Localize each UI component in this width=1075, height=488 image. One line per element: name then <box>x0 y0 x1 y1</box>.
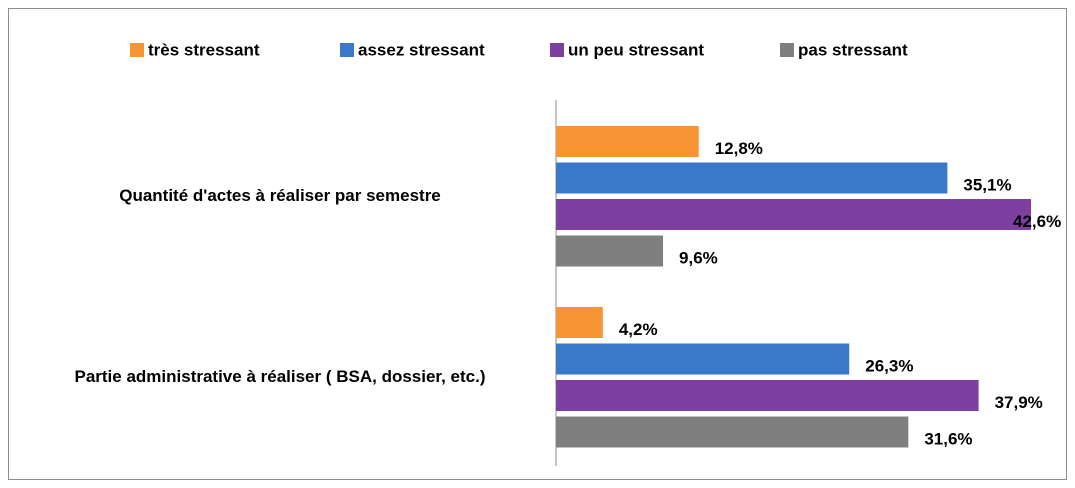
value-label: 42,6% <box>1013 212 1061 231</box>
category-label: Quantité d'actes à réaliser par semestre <box>119 186 441 205</box>
category-label: Partie administrative à réaliser ( BSA, … <box>74 367 486 386</box>
value-label: 31,6% <box>924 429 972 448</box>
bar <box>556 380 979 411</box>
value-label: 4,2% <box>619 320 658 339</box>
legend-swatch <box>130 43 144 57</box>
legend-label: pas stressant <box>798 40 908 59</box>
frame <box>8 8 1067 480</box>
value-label: 9,6% <box>679 248 718 267</box>
legend-label: un peu stressant <box>568 40 704 59</box>
value-label: 12,8% <box>715 139 763 158</box>
value-label: 26,3% <box>865 356 913 375</box>
bar <box>556 199 1031 230</box>
bar <box>556 343 850 375</box>
bar <box>556 162 948 194</box>
bar <box>556 235 664 267</box>
value-label: 37,9% <box>995 393 1043 412</box>
bar <box>556 126 699 157</box>
bar <box>556 307 603 338</box>
legend-label: très stressant <box>148 40 260 59</box>
legend-swatch <box>340 43 354 57</box>
legend-swatch <box>780 43 794 57</box>
legend-swatch <box>550 43 564 57</box>
bar <box>556 416 909 448</box>
legend-label: assez stressant <box>358 40 485 59</box>
value-label: 35,1% <box>963 175 1011 194</box>
